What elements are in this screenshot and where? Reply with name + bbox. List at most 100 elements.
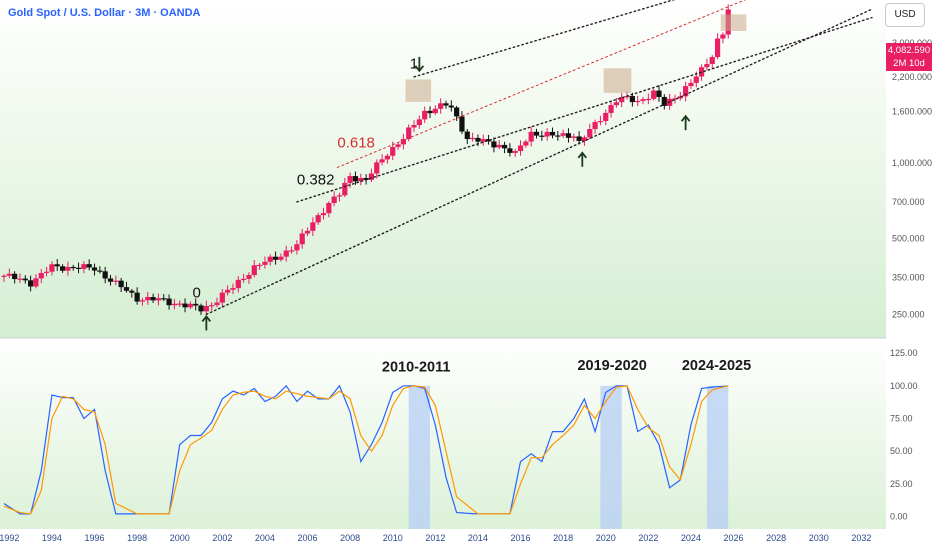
candle-up <box>203 306 209 312</box>
candle-up <box>416 119 422 126</box>
candle-up <box>235 279 241 289</box>
candle-up <box>310 222 316 231</box>
candle-down <box>352 176 359 182</box>
oscillator-highlight-band <box>408 385 431 529</box>
period-annotation: 2024-2025 <box>682 358 751 374</box>
candle-up <box>225 289 231 293</box>
time-tick-label: 2032 <box>851 533 871 543</box>
candle-down <box>54 264 60 267</box>
candle-down <box>70 266 76 269</box>
candle-down <box>97 270 103 272</box>
candle-up <box>145 296 151 301</box>
candle-up <box>187 303 193 308</box>
candle-up <box>241 278 247 281</box>
time-tick-label: 2004 <box>255 533 275 543</box>
candle-down <box>107 278 114 282</box>
price-tick-label: 1,000.000 <box>892 158 932 168</box>
candle-down <box>198 305 204 312</box>
candle-up <box>177 303 183 305</box>
candle-up <box>267 256 273 262</box>
candle-up <box>155 298 162 301</box>
candle-up <box>597 120 604 123</box>
candle-up <box>640 99 646 101</box>
time-tick-label: 2030 <box>809 533 829 543</box>
candle-up <box>288 250 295 252</box>
candle-down <box>118 280 124 288</box>
candle-up <box>304 230 311 234</box>
fib-label: 1 <box>410 55 418 72</box>
arrow-head <box>414 65 425 73</box>
time-tick-label: 2010 <box>383 533 403 543</box>
candle-down <box>182 303 188 308</box>
candle-down <box>549 131 556 136</box>
candle-down <box>454 107 460 117</box>
time-tick-label: 1996 <box>85 533 105 543</box>
arrow-head <box>577 151 588 159</box>
fib-label: 0.618 <box>337 135 375 152</box>
candle-down <box>22 278 28 281</box>
candle-up <box>523 141 529 146</box>
candle-up <box>672 98 678 100</box>
oscillator-tick-label: 50.00 <box>890 446 913 456</box>
last-price-value: 4,082.590 <box>887 45 931 56</box>
candle-up <box>528 131 534 142</box>
candle-up <box>395 144 401 147</box>
time-tick-label: 2016 <box>511 533 531 543</box>
candle-up <box>214 302 220 306</box>
candle-down <box>555 135 561 137</box>
candle-up <box>320 213 327 216</box>
candle-up <box>81 264 87 269</box>
candle-down <box>507 148 513 153</box>
candle-up <box>347 176 353 183</box>
channel-line-lower <box>205 8 873 316</box>
candle-down <box>28 280 34 287</box>
bar-countdown: 2M 10d <box>893 58 925 69</box>
last-price-tag: 4,082.590 2M 10d <box>886 43 932 71</box>
currency-button[interactable]: USD <box>885 3 925 27</box>
candle-up <box>517 145 524 152</box>
time-tick-label: 1992 <box>0 533 19 543</box>
arrow-head <box>201 314 212 322</box>
candle-up <box>17 278 23 280</box>
candle-up <box>608 105 614 113</box>
candle-up <box>560 133 566 136</box>
time-tick-label: 2028 <box>766 533 786 543</box>
candle-up <box>688 82 694 87</box>
candle-up <box>470 137 476 140</box>
candle-down <box>427 110 433 114</box>
candle-up <box>6 273 12 276</box>
candle-up <box>262 261 268 265</box>
candle-up <box>368 173 375 180</box>
time-tick-label: 1998 <box>127 533 147 543</box>
candle-up <box>512 151 518 153</box>
time-tick-label: 1994 <box>42 533 62 543</box>
candle-up <box>315 215 321 223</box>
candle-up <box>613 102 619 106</box>
candle-up <box>299 233 305 245</box>
candle-down <box>629 96 635 103</box>
candle-up <box>294 244 300 251</box>
time-tick-label: 2000 <box>170 533 190 543</box>
candle-up <box>422 110 428 120</box>
candle-down <box>539 135 545 137</box>
candle-up <box>677 96 683 99</box>
candle-up <box>496 144 502 148</box>
candle-down <box>91 267 98 271</box>
candle-up <box>283 250 289 257</box>
candle-down <box>533 131 540 136</box>
candle-up <box>358 178 364 182</box>
candle-up <box>44 271 50 273</box>
oscillator-tick-label: 25.00 <box>890 479 913 489</box>
candle-up <box>230 288 236 290</box>
channel-line-upper <box>413 0 676 78</box>
candle-up <box>571 136 577 138</box>
highlight-box <box>603 68 632 93</box>
candle-up <box>278 256 284 260</box>
oscillator-highlight-band <box>600 385 622 529</box>
candle-up <box>38 272 44 279</box>
time-tick-label: 2008 <box>340 533 360 543</box>
oscillator-tick-label: 125.00 <box>890 348 918 358</box>
oscillator-pane-background <box>0 338 932 529</box>
candle-down <box>501 144 508 149</box>
